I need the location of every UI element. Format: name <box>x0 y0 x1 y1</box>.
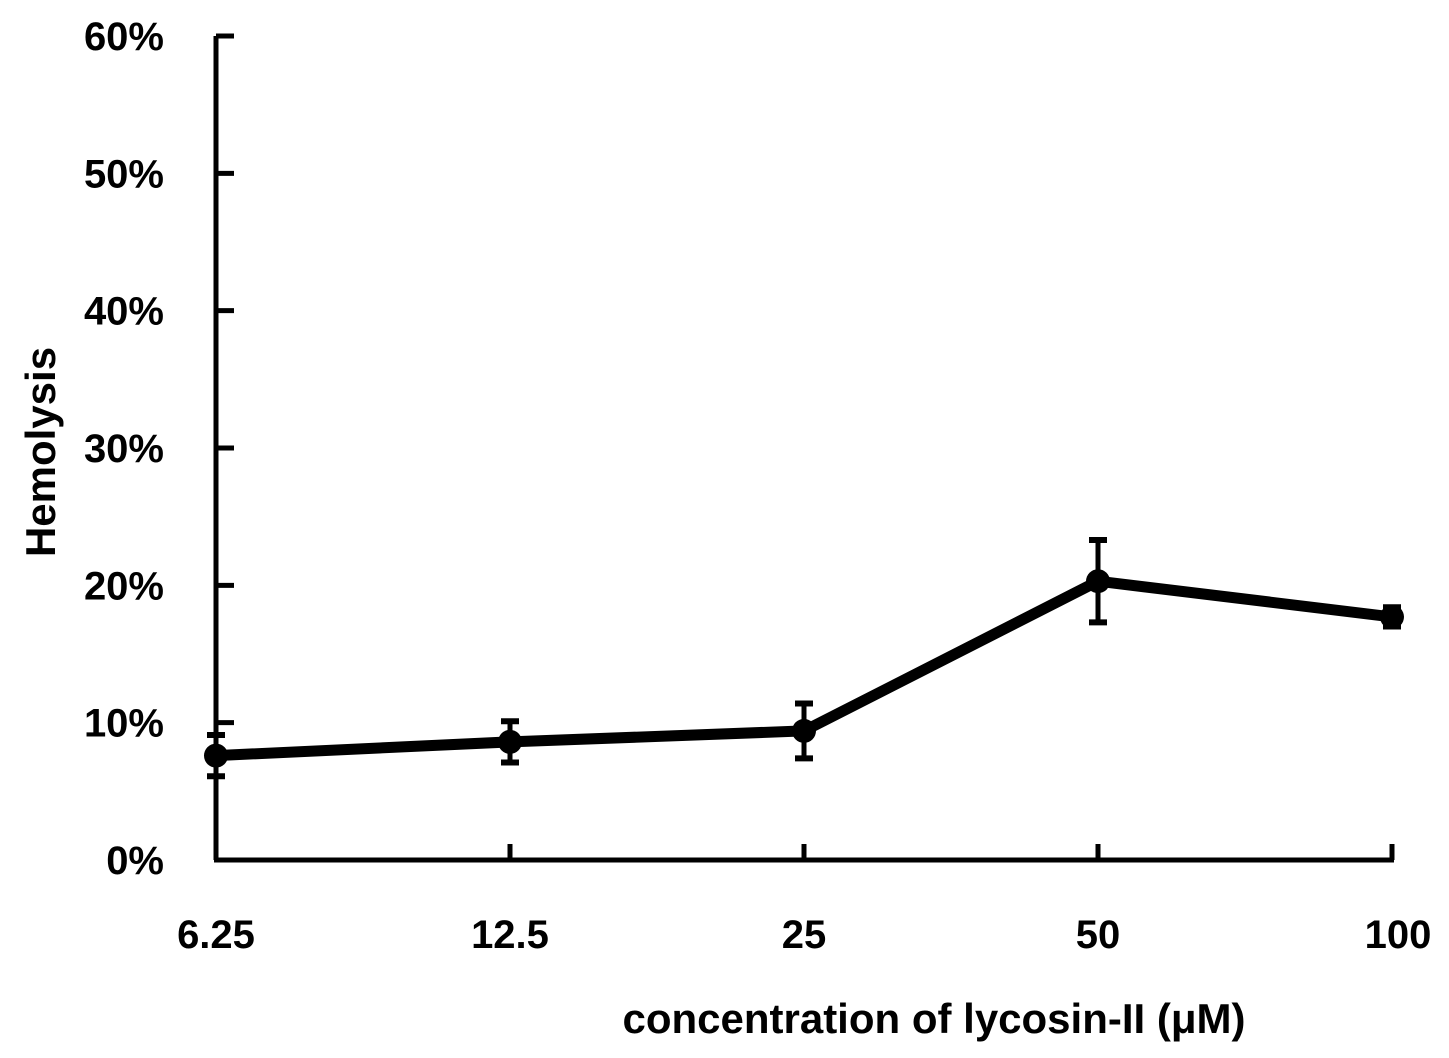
data-point <box>498 729 522 754</box>
x-axis-label: concentration of lycosin-II (μM) <box>622 995 1245 1042</box>
data-point <box>1086 569 1110 594</box>
x-tick-labels: 6.25 12.5 25 50 100 <box>177 913 1431 957</box>
data-point <box>792 718 816 743</box>
y-tick-label: 40% <box>84 290 164 334</box>
data-points <box>204 569 1404 768</box>
y-tick-label: 20% <box>84 564 164 608</box>
y-tick-label: 60% <box>84 15 164 59</box>
axes <box>213 33 1395 863</box>
y-tick-label: 0% <box>106 839 164 883</box>
x-tick-label: 12.5 <box>471 913 549 957</box>
x-tick-label: 25 <box>782 913 827 957</box>
data-point <box>204 743 228 768</box>
x-tick-label: 50 <box>1076 913 1121 957</box>
data-point <box>1380 604 1404 629</box>
y-tick-labels: 0% 10% 20% 30% 40% 50% 60% <box>84 15 164 883</box>
y-tick-label: 50% <box>84 152 164 196</box>
y-axis-label: Hemolysis <box>17 347 64 557</box>
x-tick-label: 6.25 <box>177 913 255 957</box>
x-tick-label: 100 <box>1365 913 1432 957</box>
y-tick-label: 30% <box>84 427 164 471</box>
y-tick-label: 10% <box>84 702 164 746</box>
